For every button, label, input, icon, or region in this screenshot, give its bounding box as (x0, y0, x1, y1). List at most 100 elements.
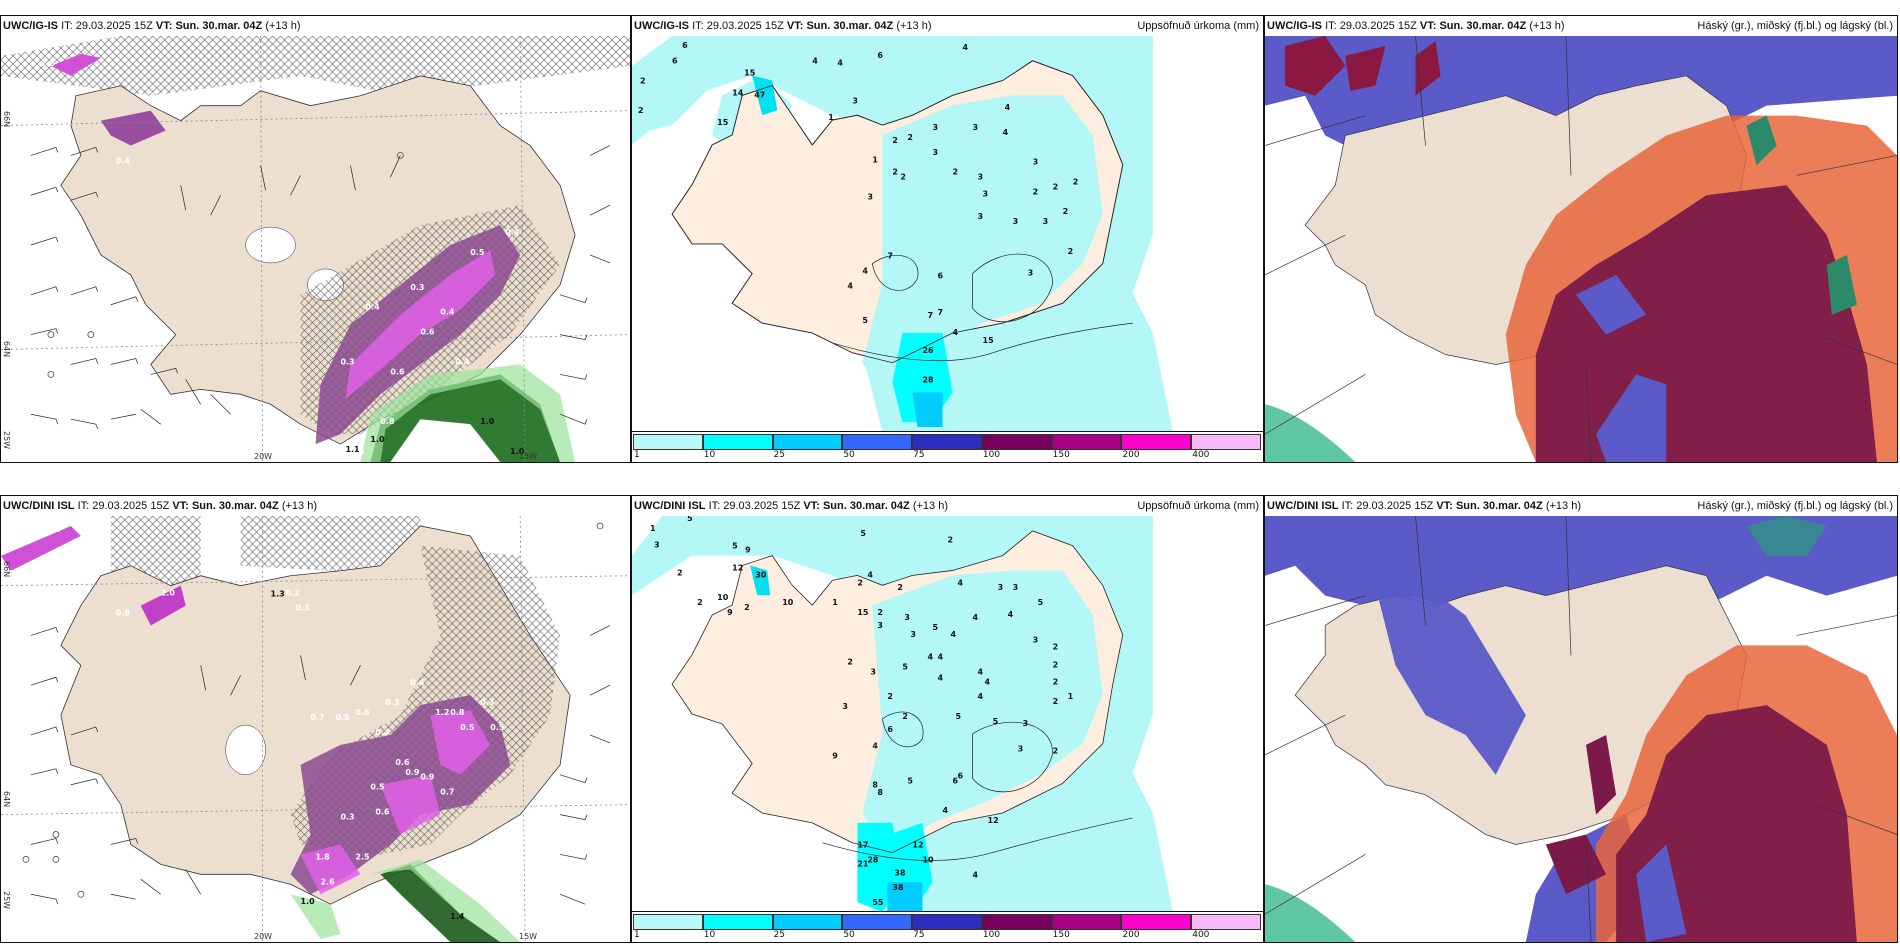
svg-text:12: 12 (912, 841, 923, 850)
svg-text:2: 2 (953, 168, 959, 177)
svg-text:3: 3 (1033, 636, 1039, 645)
svg-text:0.5: 0.5 (370, 783, 384, 792)
svg-text:1.4: 1.4 (450, 912, 465, 921)
colorbar-swatch (842, 914, 913, 930)
svg-text:10: 10 (922, 856, 934, 865)
svg-text:5.0: 5.0 (151, 92, 166, 101)
svg-text:7: 7 (927, 311, 933, 320)
colorbar-swatch (981, 434, 1052, 450)
svg-text:9: 9 (832, 752, 838, 761)
svg-text:15: 15 (983, 336, 994, 345)
svg-text:2: 2 (900, 173, 906, 182)
lon-label-15w: 15W (519, 452, 538, 461)
colorbar-swatch (912, 434, 982, 450)
svg-text:3: 3 (973, 123, 979, 132)
svg-text:3: 3 (842, 702, 848, 711)
svg-text:0.3: 0.3 (340, 813, 354, 822)
wind-precip-map[interactable]: 1.5 5.0 0.4 0.4 0.5 0.3 0.4 0.4 0.4 0.6 … (1, 36, 630, 462)
svg-text:0.7: 0.7 (440, 788, 454, 797)
svg-text:10: 10 (782, 598, 794, 607)
panel-title: Uppsöfnuð úrkoma (mm) (1137, 500, 1259, 512)
colorbar-tick-label: 50 (843, 930, 855, 940)
svg-text:6: 6 (887, 725, 893, 734)
svg-text:12: 12 (732, 563, 743, 572)
svg-text:0.4: 0.4 (410, 678, 425, 687)
svg-text:4: 4 (1005, 103, 1011, 112)
svg-text:15: 15 (857, 608, 868, 617)
svg-text:6: 6 (937, 272, 943, 281)
wind-barbs (30, 625, 611, 905)
init-time: 29.03.2025 15Z (92, 500, 170, 512)
svg-text:0.3: 0.3 (296, 604, 310, 613)
wind-precip-map[interactable]: 1.1 2.0 0.8 0.2 0.3 0.7 0.5 0.6 0.3 0.4 0.4 1.2 0… (1, 516, 630, 942)
colorbar-tick-label: 25 (773, 450, 785, 460)
svg-text:28: 28 (867, 856, 879, 865)
svg-text:0.4: 0.4 (375, 728, 390, 737)
svg-text:0.7: 0.7 (311, 713, 325, 722)
svg-text:0.2: 0.2 (286, 589, 300, 598)
colorbar-swatch (633, 914, 703, 930)
svg-text:6: 6 (877, 51, 883, 60)
lead-time: (+13 h) (912, 500, 948, 512)
lead-time: (+13 h) (1529, 20, 1565, 32)
colorbar-tick-label: 1 (634, 450, 640, 460)
svg-text:5: 5 (902, 662, 908, 671)
svg-text:12: 12 (988, 816, 999, 825)
svg-text:30: 30 (755, 570, 767, 579)
svg-text:4: 4 (937, 653, 943, 662)
colorbar-tick-label: 100 (982, 930, 1001, 940)
svg-text:2: 2 (1053, 182, 1059, 191)
init-time-label: IT: (1325, 20, 1337, 32)
svg-text:6: 6 (682, 41, 688, 50)
svg-text:9: 9 (745, 546, 751, 555)
lon-label-25w: 25W (2, 431, 11, 450)
panel-header: UWC/IG-IS IT: 29.03.2025 15Z VT: Sun. 30… (1265, 16, 1897, 36)
svg-text:1.8: 1.8 (316, 852, 331, 861)
svg-text:3: 3 (998, 583, 1004, 592)
svg-text:0.5: 0.5 (335, 713, 349, 722)
svg-text:0.4: 0.4 (365, 303, 380, 312)
svg-text:4: 4 (847, 281, 853, 290)
svg-text:4: 4 (942, 806, 948, 815)
svg-text:0.5: 0.5 (470, 248, 484, 257)
svg-text:17: 17 (857, 841, 868, 850)
svg-text:2.5: 2.5 (355, 852, 369, 861)
cloud-cover-map[interactable] (1265, 516, 1897, 942)
svg-text:2: 2 (1053, 677, 1059, 686)
svg-text:0.8: 0.8 (450, 708, 465, 717)
svg-text:5: 5 (732, 542, 738, 551)
svg-text:1: 1 (828, 113, 834, 122)
svg-text:15: 15 (717, 118, 728, 127)
cloud-cover-map-svg (1265, 36, 1897, 462)
svg-text:0.9: 0.9 (405, 768, 420, 777)
svg-text:6: 6 (958, 771, 964, 780)
svg-text:0.8: 0.8 (380, 417, 395, 426)
svg-text:7: 7 (887, 252, 893, 261)
svg-text:1: 1 (832, 598, 838, 607)
lat-label-66n: 66N (2, 561, 11, 578)
svg-text:1.0: 1.0 (480, 417, 495, 426)
colorbar-tick-label: 400 (1192, 930, 1210, 940)
svg-text:3: 3 (904, 613, 910, 622)
svg-text:0.4: 0.4 (440, 308, 455, 317)
svg-text:4: 4 (867, 570, 873, 579)
colorbar-swatch (1051, 434, 1122, 450)
valid-time: VT: Sun. 30.mar. 04Z (803, 500, 910, 512)
model-name: UWC/IG-IS (634, 20, 689, 32)
svg-text:2: 2 (640, 77, 646, 86)
lat-label-64n: 64N (2, 341, 11, 358)
svg-text:38: 38 (894, 868, 906, 877)
panel-title: Uppsöfnuð úrkoma (mm) (1137, 20, 1259, 32)
svg-text:3: 3 (852, 96, 858, 105)
green-precip-area (380, 864, 501, 942)
colorbar-swatch (633, 434, 703, 450)
cloud-cover-map[interactable] (1265, 36, 1897, 462)
wind-precip-map-svg: 1.5 5.0 0.4 0.4 0.5 0.3 0.4 0.4 0.4 0.6 … (1, 36, 630, 462)
svg-text:2.6: 2.6 (320, 877, 335, 886)
svg-text:0.3: 0.3 (385, 698, 399, 707)
